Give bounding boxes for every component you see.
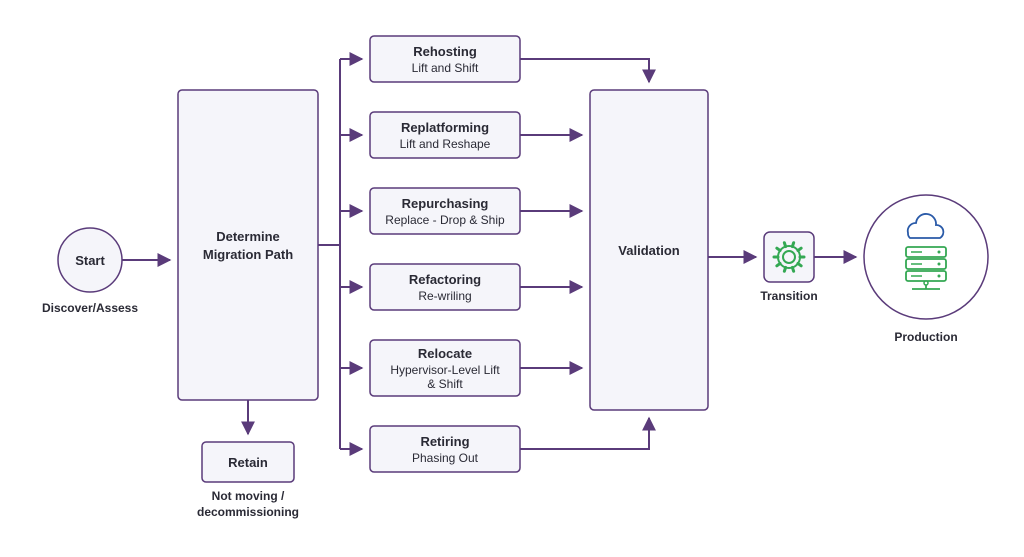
svg-text:Relocate: Relocate <box>418 346 472 361</box>
node-repurchasing <box>370 188 520 234</box>
svg-text:Lift and Reshape: Lift and Reshape <box>400 137 491 151</box>
svg-text:Transition: Transition <box>760 289 817 303</box>
svg-text:Replatforming: Replatforming <box>401 120 489 135</box>
node-retiring <box>370 426 520 472</box>
svg-text:Hypervisor-Level Lift: Hypervisor-Level Lift <box>390 363 500 377</box>
svg-text:& Shift: & Shift <box>427 377 463 391</box>
svg-text:Production: Production <box>894 330 957 344</box>
node-rehosting <box>370 36 520 82</box>
svg-text:Rehosting: Rehosting <box>413 44 477 59</box>
svg-text:Re-wriling: Re-wriling <box>418 289 471 303</box>
svg-text:Replace - Drop & Ship: Replace - Drop & Ship <box>385 213 505 227</box>
svg-text:Not moving /: Not moving / <box>212 489 285 503</box>
svg-text:Migration Path: Migration Path <box>203 247 293 262</box>
label-start: Start <box>75 253 105 268</box>
node-refactoring <box>370 264 520 310</box>
svg-text:Lift and Shift: Lift and Shift <box>412 61 479 75</box>
svg-text:Retiring: Retiring <box>420 434 469 449</box>
svg-text:Phasing Out: Phasing Out <box>412 451 479 465</box>
migration-flowchart: Start Discover/Assess Determine Migration P… <box>0 0 1024 557</box>
svg-text:Repurchasing: Repurchasing <box>402 196 489 211</box>
caption-start: Discover/Assess <box>42 301 138 315</box>
svg-text:Validation: Validation <box>618 243 679 258</box>
node-determine <box>178 90 318 400</box>
node-transition <box>764 232 814 282</box>
node-replatforming <box>370 112 520 158</box>
svg-text:decommissioning: decommissioning <box>197 505 299 519</box>
svg-text:Refactoring: Refactoring <box>409 272 481 287</box>
svg-text:Retain: Retain <box>228 455 268 470</box>
svg-text:Determine: Determine <box>216 229 280 244</box>
